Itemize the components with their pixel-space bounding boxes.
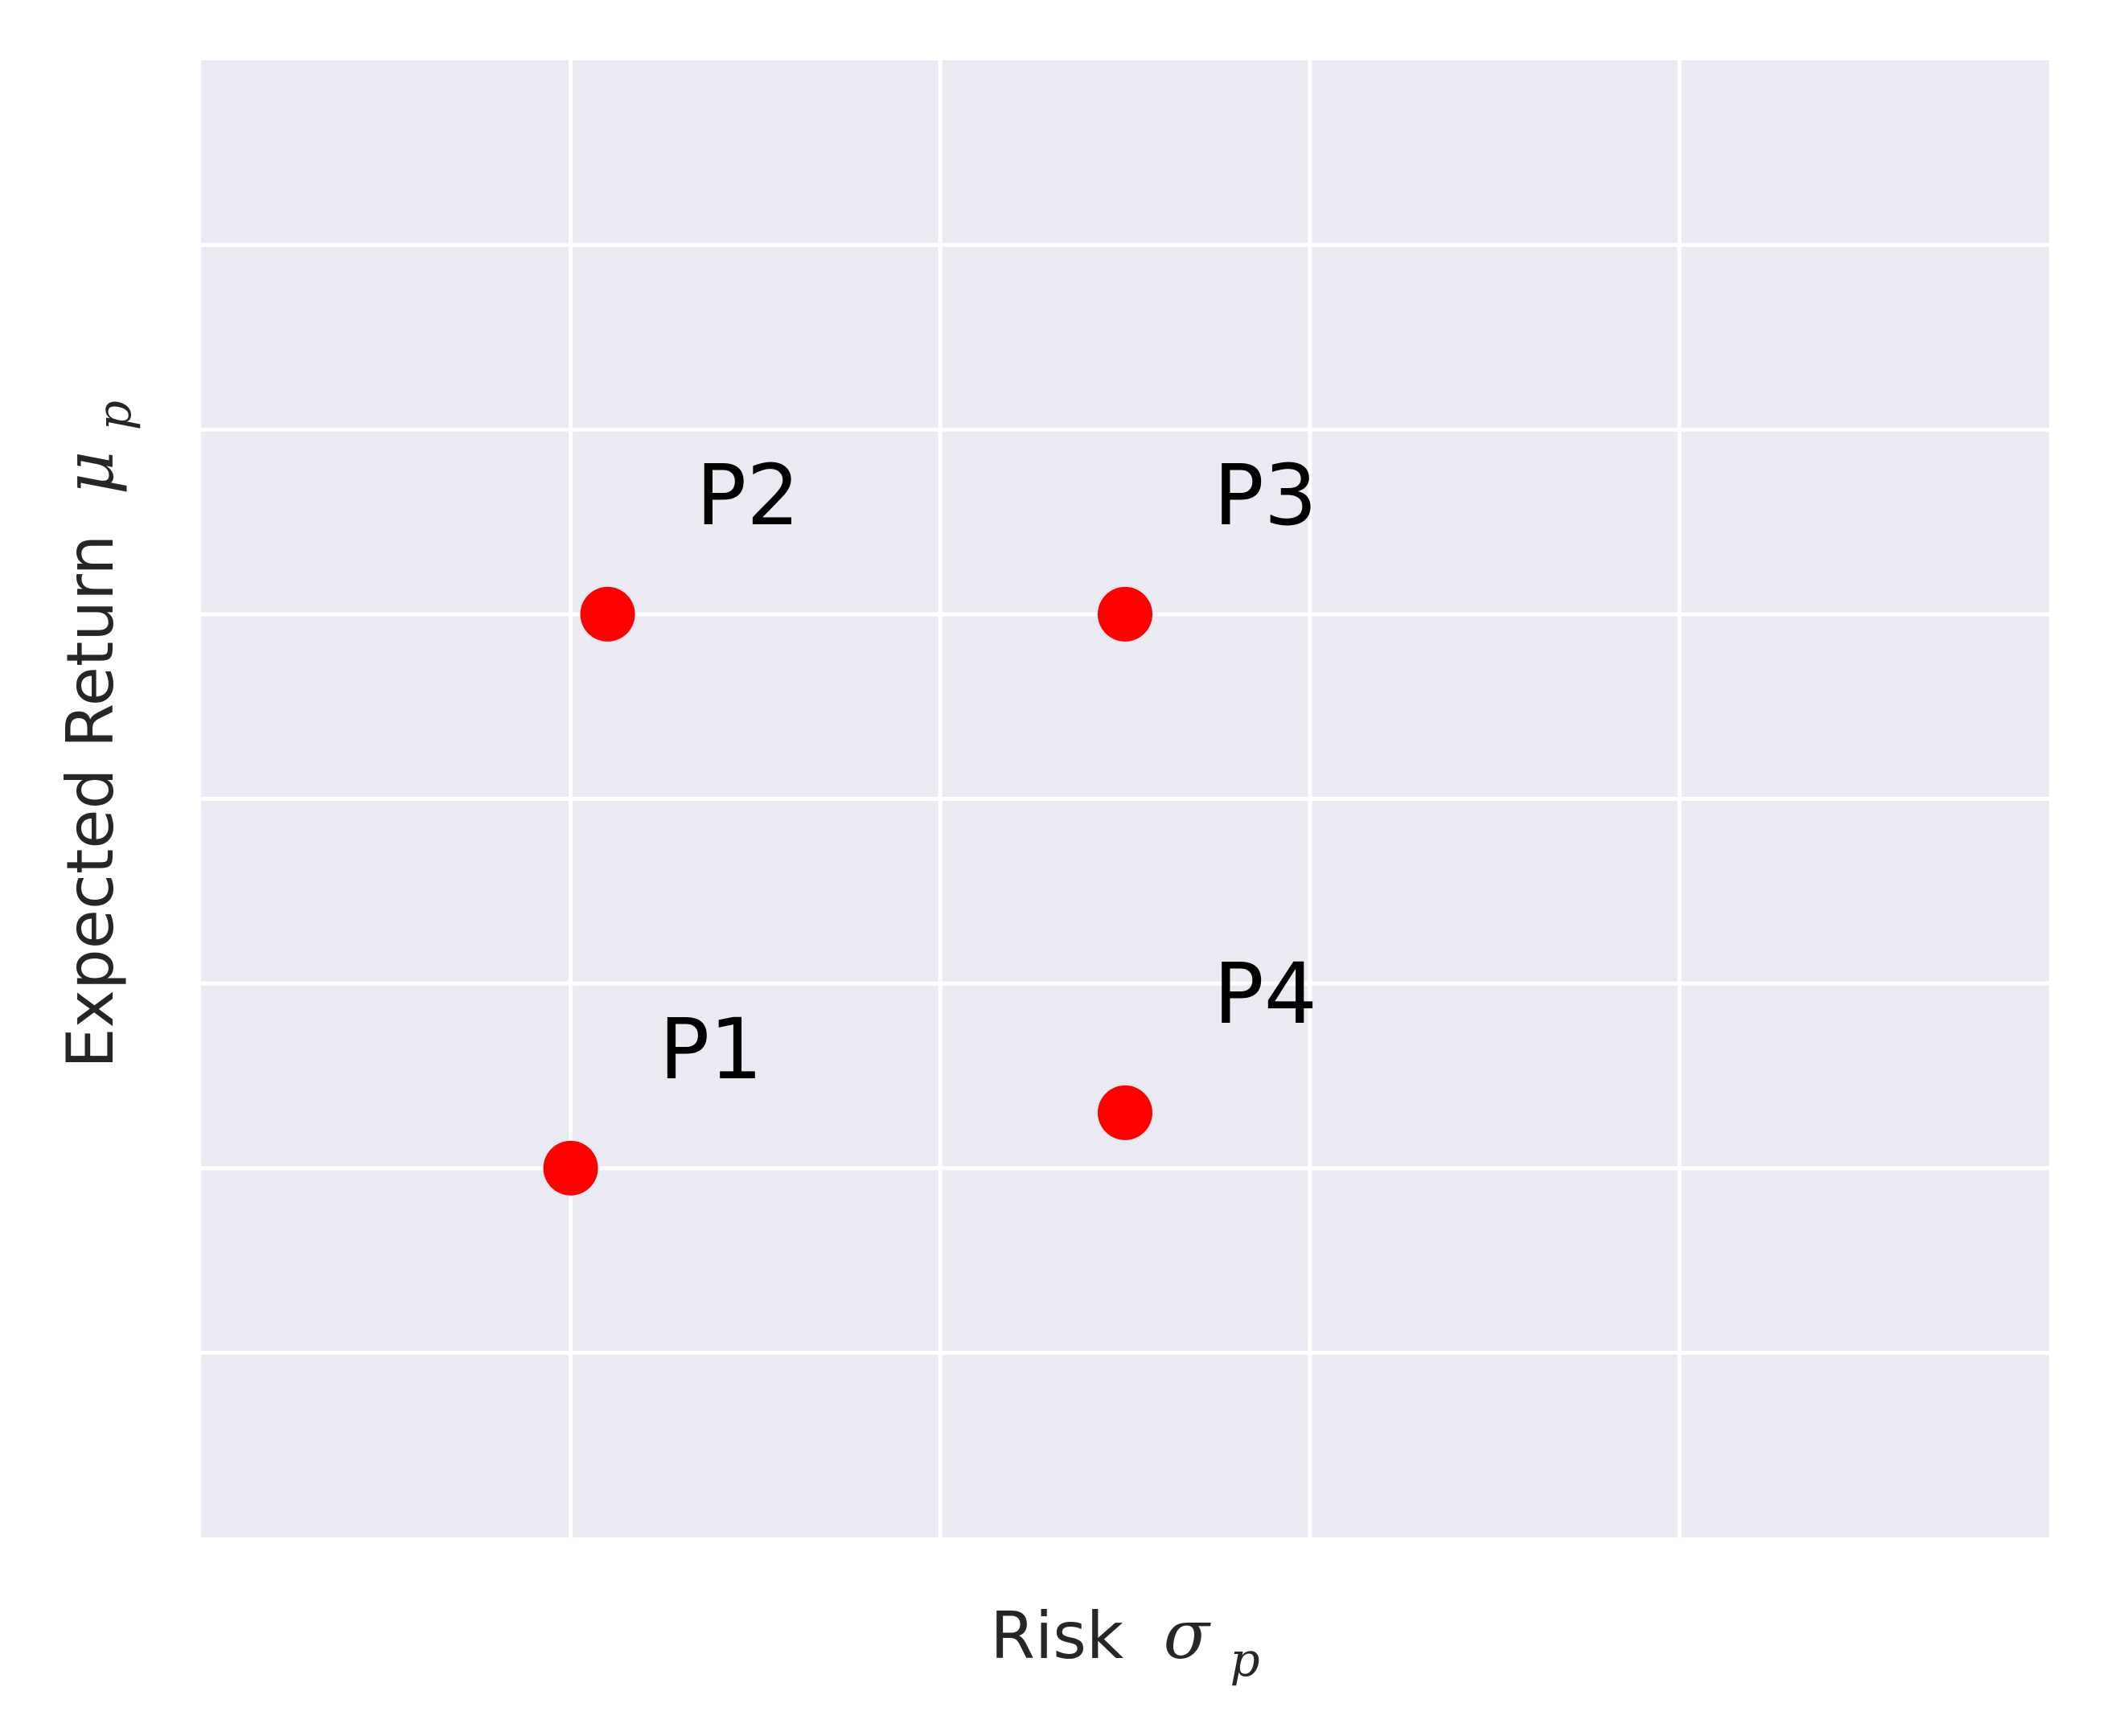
x-axis-label-text: Risk xyxy=(990,1599,1123,1673)
data-point-p2 xyxy=(580,586,635,642)
y-axis-label-text: Expected Return xyxy=(53,535,128,1069)
x-axis-label: Risk σ p xyxy=(990,1595,1259,1687)
grid-lines xyxy=(201,60,2049,1537)
x-axis-symbol: σ xyxy=(1164,1595,1212,1674)
point-label-p4: P4 xyxy=(1214,945,1317,1043)
point-labels: P1 P2 P3 P4 xyxy=(659,446,1317,1098)
data-points xyxy=(543,586,1152,1196)
point-label-p1: P1 xyxy=(659,1000,763,1098)
data-point-p4 xyxy=(1098,1085,1152,1140)
y-axis-label: Expected Return μ p xyxy=(50,400,142,1069)
data-point-p1 xyxy=(543,1140,598,1196)
data-point-p3 xyxy=(1098,586,1152,642)
point-label-p3: P3 xyxy=(1214,446,1317,544)
y-axis-subscript: p xyxy=(87,400,142,430)
point-label-p2: P2 xyxy=(696,446,800,544)
x-axis-subscript: p xyxy=(1230,1632,1259,1687)
y-axis-symbol: μ xyxy=(50,451,129,495)
